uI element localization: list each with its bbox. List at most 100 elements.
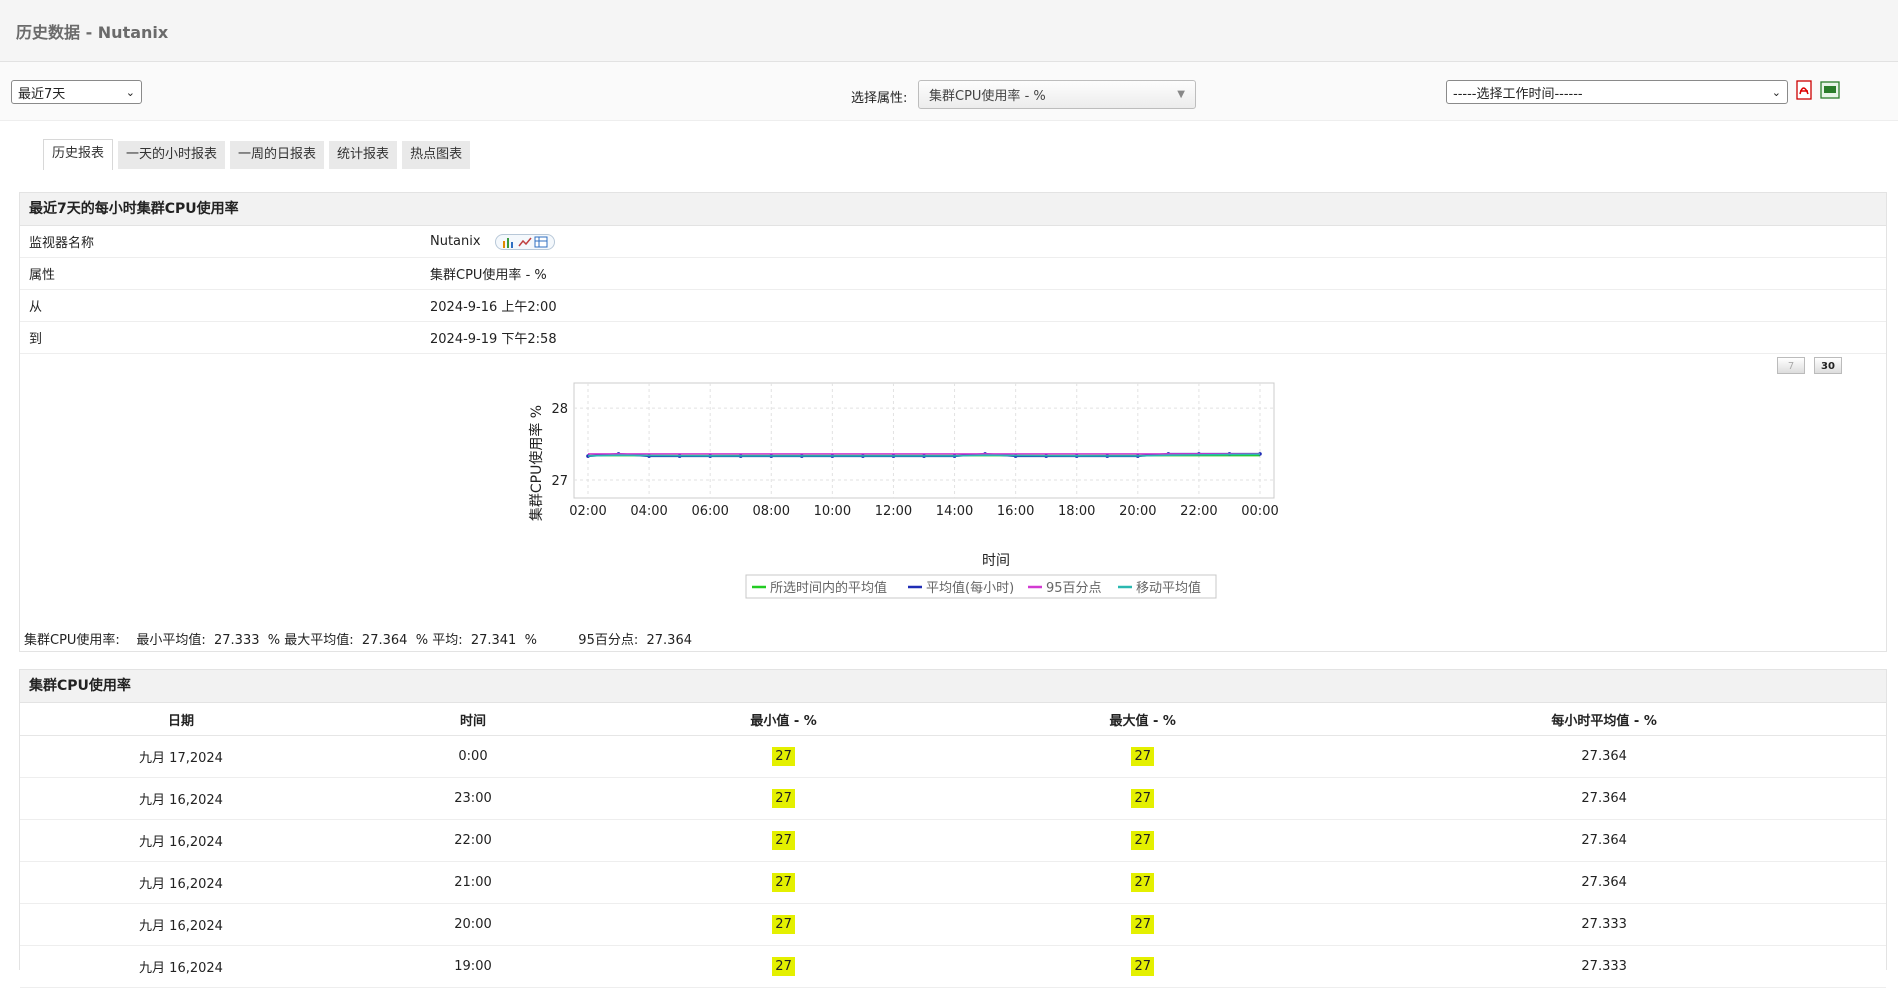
cell-time: 22:00 [342, 819, 604, 862]
table-row: 九月 16,2024 22:00 27 27 27.364 [20, 819, 1886, 862]
stats-summary: 集群CPU使用率: 最小平均值: 27.333 % 最大平均值: 27.364 … [24, 629, 692, 648]
worktime-select-value: -----选择工作时间------ [1453, 86, 1583, 102]
cell-time: 0:00 [342, 735, 604, 778]
table-icon[interactable] [534, 236, 548, 248]
cell-min: 27 [772, 831, 795, 850]
stats-max-label: 最大平均值: [284, 633, 354, 648]
tab-daily-report[interactable]: 一周的日报表 [230, 141, 325, 169]
line-chart-icon[interactable] [517, 236, 532, 248]
cell-date: 九月 17,2024 [20, 735, 342, 778]
stats-unit: % [415, 633, 429, 648]
x-tick-label: 10:00 [814, 504, 851, 519]
y-tick-label: 27 [551, 474, 568, 489]
cell-time: 20:00 [342, 903, 604, 946]
cell-min: 27 [772, 747, 795, 766]
tab-history-report[interactable]: 历史报表 [43, 139, 114, 170]
cpu-usage-table: 日期 时间 最小值 - % 最大值 - % 每小时平均值 - % 九月 17,2… [20, 703, 1886, 988]
stats-avg-value: 27.341 [470, 633, 517, 648]
table-heading: 集群CPU使用率 [20, 670, 1886, 703]
cell-min: 27 [772, 873, 795, 892]
cell-hourly-avg: 27.364 [1322, 819, 1886, 862]
bar-chart-icon[interactable] [502, 236, 516, 248]
stats-prefix: 集群CPU使用率: [24, 633, 120, 648]
info-row-monitor: 监视器名称 Nutanix [20, 226, 1886, 258]
chart-legend [745, 574, 1217, 599]
x-tick-label: 12:00 [875, 504, 912, 519]
tab-heatmap[interactable]: 热点图表 [402, 141, 471, 169]
info-label: 监视器名称 [29, 236, 95, 251]
stats-max-value: 27.364 [361, 633, 408, 648]
zoom-30-days-button[interactable]: 30 [1814, 357, 1842, 374]
summary-heading: 最近7天的每小时集群CPU使用率 [20, 193, 1886, 226]
info-row-from: 从 2024-9-16 上午2:00 [20, 290, 1886, 322]
stats-p95-value: 27.364 [646, 633, 693, 648]
plot-area [573, 382, 1275, 499]
tab-hourly-report[interactable]: 一天的小时报表 [118, 141, 226, 169]
page-header: 历史数据 - Nutanix [0, 0, 1898, 62]
cell-hourly-avg: 27.364 [1322, 861, 1886, 904]
x-tick-label: 14:00 [936, 504, 973, 519]
legend-label: 95百分点 [1046, 581, 1102, 596]
zoom-7-days-button[interactable]: 7 [1777, 357, 1805, 374]
period-select[interactable]: 最近7天 ⌄ [11, 80, 142, 104]
info-row-attribute: 属性 集群CPU使用率 - % [20, 258, 1886, 290]
cell-time: 23:00 [342, 777, 604, 820]
x-tick-label: 00:00 [1241, 504, 1278, 519]
column-header-time: 时间 [342, 703, 604, 736]
cell-date: 九月 16,2024 [20, 777, 342, 820]
info-label: 属性 [29, 268, 56, 283]
x-tick-label: 16:00 [997, 504, 1034, 519]
csv-icon[interactable] [1820, 80, 1840, 100]
triangle-down-icon: ▼ [1177, 89, 1185, 100]
table-row: 九月 16,2024 23:00 27 27 27.364 [20, 777, 1886, 820]
cell-max: 27 [1131, 957, 1154, 976]
legend-label: 平均值(每小时) [926, 580, 1014, 596]
legend-label: 所选时间内的平均值 [770, 580, 887, 596]
legend-label: 移动平均值 [1136, 580, 1201, 596]
cell-max: 27 [1131, 789, 1154, 808]
stats-min-value: 27.333 [214, 633, 260, 648]
x-tick-label: 18:00 [1058, 504, 1095, 519]
x-tick-label: 08:00 [753, 504, 790, 519]
worktime-select[interactable]: -----选择工作时间------ ⌄ [1446, 80, 1788, 104]
info-label: 到 [29, 332, 43, 347]
cell-hourly-avg: 27.364 [1322, 777, 1886, 820]
data-table-panel: 集群CPU使用率 日期 时间 最小值 - % 最大值 - % 每小时平均值 - … [19, 669, 1887, 988]
info-value: 2024-9-16 上午2:00 [430, 300, 557, 315]
table-header-row: 日期 时间 最小值 - % 最大值 - % 每小时平均值 - % [20, 703, 1886, 736]
page-title: 历史数据 - Nutanix [16, 22, 169, 42]
table-row: 九月 17,2024 0:00 27 27 27.364 [20, 735, 1886, 778]
monitor-view-icons [494, 233, 555, 250]
cell-date: 九月 16,2024 [20, 945, 342, 988]
info-value: 2024-9-19 下午2:58 [430, 332, 557, 347]
cell-hourly-avg: 27.333 [1322, 945, 1886, 988]
cell-date: 九月 16,2024 [20, 819, 342, 862]
column-header-date: 日期 [20, 703, 342, 736]
cell-hourly-avg: 27.333 [1322, 903, 1886, 946]
attribute-select-value: 集群CPU使用率 - % [929, 89, 1046, 104]
stats-unit: % [267, 633, 281, 648]
stats-avg-label: 平均: [432, 633, 463, 648]
cell-min: 27 [772, 915, 795, 934]
report-tabs: 历史报表 一天的小时报表 一周的日报表 统计报表 热点图表 [43, 139, 471, 170]
stats-p95-label: 95百分点: [578, 633, 639, 648]
x-axis-label: 时间 [982, 553, 1010, 569]
cell-time: 21:00 [342, 861, 604, 904]
attribute-select[interactable]: 集群CPU使用率 - % ▼ [918, 80, 1196, 109]
period-select-value: 最近7天 [18, 86, 66, 102]
info-value: Nutanix [430, 234, 481, 249]
cell-min: 27 [772, 957, 795, 976]
x-tick-label: 20:00 [1119, 504, 1156, 519]
x-tick-label: 04:00 [630, 504, 667, 519]
info-value: 集群CPU使用率 - % [430, 268, 547, 283]
cell-max: 27 [1131, 831, 1154, 850]
table-row: 九月 16,2024 19:00 27 27 27.333 [20, 945, 1886, 988]
cell-date: 九月 16,2024 [20, 903, 342, 946]
cpu-usage-chart: 02:00 04:00 06:00 08:00 10:00 12:00 14:00 16:00… [528, 382, 1279, 599]
stats-min-label: 最小平均值: [136, 633, 206, 648]
column-header-min: 最小值 - % [604, 703, 964, 736]
cell-hourly-avg: 27.364 [1322, 735, 1886, 778]
tab-statistics-report[interactable]: 统计报表 [329, 141, 398, 169]
pdf-icon[interactable] [1794, 80, 1814, 100]
chevron-down-icon: ⌄ [125, 85, 135, 99]
